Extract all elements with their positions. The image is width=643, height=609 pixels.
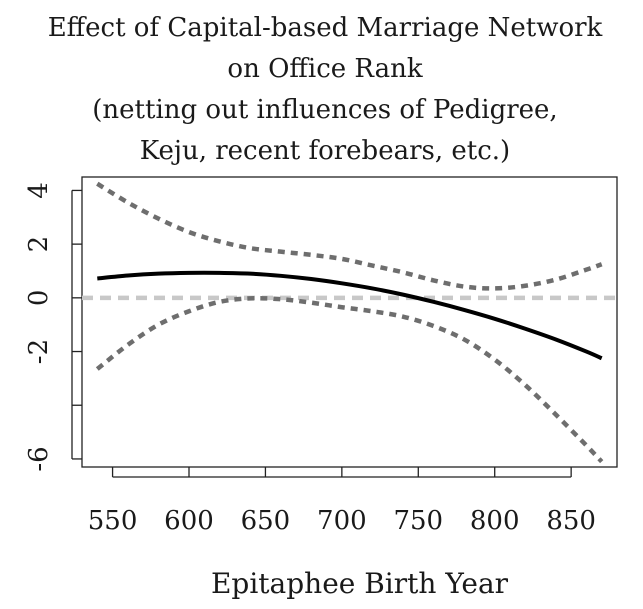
chart-title-line-1: Effect of Capital-based Marriage Network	[48, 13, 603, 43]
y-tick-label: 4	[24, 182, 54, 199]
chart-title-line-4: Keju, recent forebears, etc.)	[140, 136, 510, 166]
y-tick-label: 2	[24, 236, 54, 253]
x-tick-label: 600	[164, 506, 214, 536]
x-tick-label: 850	[546, 506, 596, 536]
plot-frame	[81, 176, 618, 468]
x-tick-label: 550	[88, 506, 138, 536]
series-upper-band	[96, 181, 603, 291]
chart-title: Effect of Capital-based Marriage Network…	[48, 13, 603, 166]
series-group	[95, 181, 604, 464]
y-tick-label: 0	[24, 290, 54, 307]
y-axis: 4 2 0 -2 -6	[24, 182, 82, 472]
x-axis-label: Epitaphee Birth Year	[211, 567, 509, 600]
x-axis: 550 600 650 700 750 800 850	[88, 467, 596, 536]
x-tick-label: 700	[317, 506, 367, 536]
chart-title-line-2: on Office Rank	[227, 54, 422, 84]
x-tick-label: 800	[470, 506, 520, 536]
series-lower-band	[95, 295, 604, 464]
x-tick-label: 750	[393, 506, 443, 536]
series-estimate	[97, 270, 603, 361]
x-tick-label: 650	[241, 506, 291, 536]
y-tick-label: -2	[24, 339, 54, 364]
chart-title-line-3: (netting out influences of Pedigree,	[92, 95, 557, 125]
y-tick-label: -6	[24, 446, 54, 471]
